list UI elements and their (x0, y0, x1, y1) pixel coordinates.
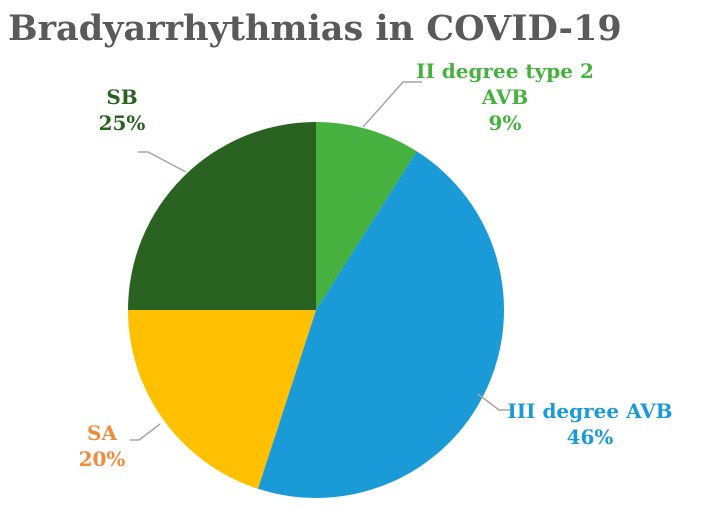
slice-value-label-0: 9% (489, 111, 522, 135)
pie-slice-2 (128, 310, 316, 489)
pie-slice-0 (316, 122, 417, 310)
slice-label-2: SA 20% (79, 421, 126, 471)
leader-line-0 (362, 81, 422, 128)
slice-labels: II degree type 2 AVB 9% III degree AVB 46% SA… (79, 59, 673, 471)
slice-value-label-3: 25% (99, 111, 146, 135)
slice-name-label-0: II degree type 2 (416, 59, 594, 83)
pie-slice-3 (128, 122, 316, 310)
slice-value-label-2: 20% (79, 447, 126, 471)
slice-name-label-3: SB (106, 85, 137, 109)
slice-name-label-0: AVB (481, 85, 528, 109)
leader-lines (130, 81, 510, 441)
slice-value-label-1: 46% (567, 425, 614, 449)
slice-name-label-2: SA (87, 421, 117, 445)
slice-label-0: II degree type 2 AVB 9% (416, 59, 594, 135)
slice-name-label-1: III degree AVB (507, 399, 672, 423)
slice-label-3: SB 25% (99, 85, 146, 135)
leader-line-2 (130, 423, 161, 441)
pie-slice-1 (257, 151, 505, 499)
leader-line-3 (138, 151, 187, 173)
slice-label-1: III degree AVB 46% (507, 399, 672, 449)
leader-line-1 (477, 393, 510, 411)
chart-title: Bradyarrhythmias in COVID-19 (8, 8, 622, 49)
pie-slices (128, 122, 505, 499)
